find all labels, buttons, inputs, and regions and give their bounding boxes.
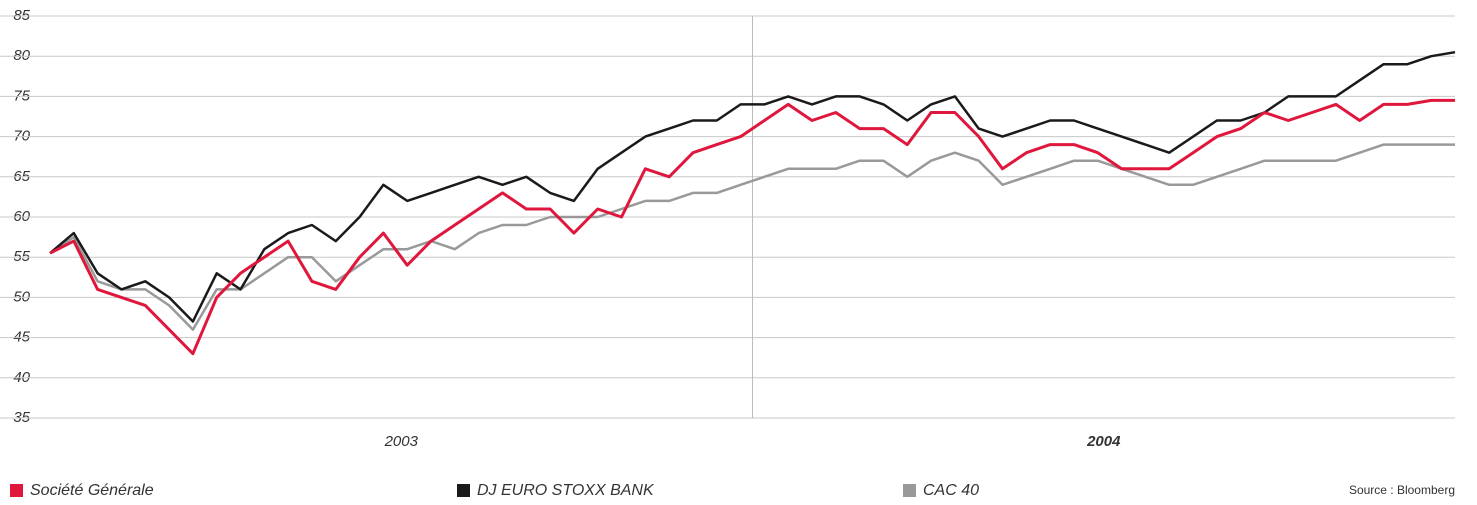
series-line bbox=[49, 143, 1455, 331]
y-tick-label: 60 bbox=[13, 208, 30, 225]
y-tick-label: 65 bbox=[13, 168, 30, 185]
legend-label: Société Générale bbox=[30, 482, 154, 499]
y-tick-label: 85 bbox=[13, 7, 30, 24]
y-tick-label: 55 bbox=[13, 248, 30, 265]
y-tick-label: 75 bbox=[13, 87, 30, 104]
legend-label: DJ EURO STOXX BANK bbox=[477, 482, 655, 499]
y-tick-label: 45 bbox=[13, 329, 30, 346]
legend-swatch bbox=[10, 484, 23, 497]
series-line bbox=[49, 98, 1455, 356]
y-tick-label: 50 bbox=[13, 288, 30, 305]
period-label: 2004 bbox=[1086, 433, 1121, 450]
legend-label: CAC 40 bbox=[923, 482, 979, 499]
period-label: 2003 bbox=[384, 433, 419, 450]
source: Source : Bloomberg bbox=[1349, 483, 1455, 497]
legend-swatch bbox=[903, 484, 916, 497]
y-tick-label: 70 bbox=[13, 128, 30, 145]
series-line bbox=[49, 50, 1456, 323]
legend-swatch bbox=[457, 484, 470, 497]
y-tick-label: 40 bbox=[13, 369, 30, 386]
y-tick-label: 80 bbox=[13, 47, 30, 64]
y-tick-label: 35 bbox=[13, 409, 30, 426]
